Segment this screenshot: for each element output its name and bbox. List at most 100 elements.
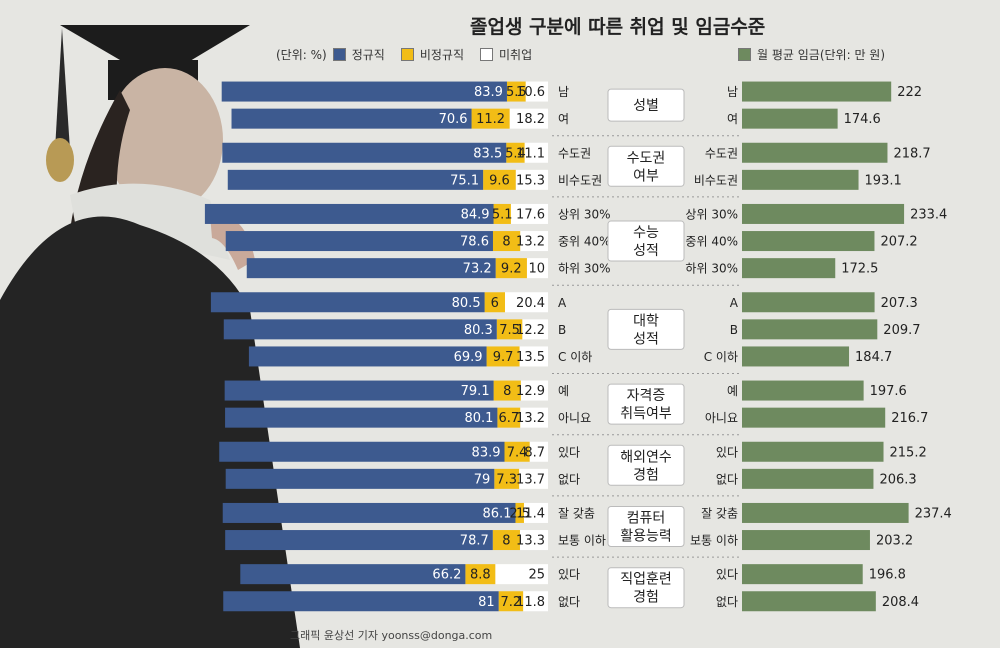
label-wage: 174.6: [844, 112, 881, 127]
label-irregular: 2.5: [509, 506, 530, 521]
legend-label-wage: 월 평균 임금(단위: 만 원): [757, 48, 886, 62]
label-wage: 222: [897, 85, 922, 100]
row-label-right: 하위 30%: [685, 262, 738, 276]
bar-unemployed: [519, 530, 548, 551]
bar-wage: [742, 346, 850, 367]
bar-regular: [221, 81, 507, 102]
label-irregular: 9.6: [489, 173, 510, 188]
row-label-left: A: [558, 296, 567, 310]
label-wage: 208.4: [882, 595, 919, 610]
row-label-right: 아니요: [705, 411, 738, 425]
bar-unemployed: [509, 108, 548, 129]
row-label-left: 예: [558, 384, 569, 398]
row-label-right: 상위 30%: [685, 207, 738, 221]
bar-regular: [222, 142, 507, 163]
bar-unemployed: [522, 319, 548, 340]
legend-swatch-irregular: [400, 48, 414, 61]
label-unemployed: 10.6: [516, 85, 545, 100]
label-unemployed: 25: [528, 568, 545, 583]
label-regular: 66.2: [432, 568, 461, 583]
legend-swatch-unemployed: [480, 48, 494, 61]
row-label-right: B: [730, 323, 738, 337]
bar-regular: [204, 203, 494, 224]
group-label: 경험: [633, 467, 659, 483]
bar-regular: [225, 407, 498, 428]
bar-wage: [742, 380, 864, 401]
bar-irregular: [504, 441, 530, 462]
bar-unemployed: [525, 81, 548, 102]
label-wage: 196.8: [869, 568, 906, 583]
bar-wage: [742, 258, 836, 279]
row-label-left: 하위 30%: [558, 262, 611, 276]
bar-irregular: [497, 407, 521, 428]
row-label-right: 비수도권: [694, 173, 738, 187]
group-label: 여부: [633, 168, 659, 184]
label-regular: 78.7: [460, 534, 489, 549]
label-wage: 193.1: [865, 173, 902, 188]
label-unemployed: 15.3: [516, 173, 545, 188]
label-unemployed: 13.3: [516, 534, 545, 549]
bar-regular: [225, 468, 495, 489]
bar-unemployed: [520, 231, 548, 252]
group-label: 수도권: [627, 150, 666, 166]
label-irregular: 9.7: [493, 350, 514, 365]
label-irregular: 8.8: [470, 568, 491, 583]
bar-regular: [240, 564, 466, 585]
label-irregular: 5.5: [506, 85, 527, 100]
bar-wage: [742, 169, 859, 190]
row-label-right: 잘 갖춤: [701, 506, 738, 520]
label-irregular: 7.2: [501, 595, 522, 610]
label-unemployed: 13.5: [516, 350, 545, 365]
bar-wage: [742, 407, 886, 428]
group-label: 대학: [633, 313, 659, 329]
group-box: [607, 88, 685, 122]
label-regular: 79: [474, 472, 491, 487]
group-label: 경험: [633, 590, 659, 606]
chart-title: 졸업생 구분에 따른 취업 및 임금수준: [470, 16, 766, 38]
bar-unemployed: [529, 441, 548, 462]
label-regular: 80.5: [452, 296, 481, 311]
bar-irregular: [486, 346, 520, 367]
group-box: [607, 506, 685, 547]
label-unemployed: 13.2: [516, 411, 545, 426]
bar-wage: [742, 231, 875, 252]
row-label-right: 있다: [716, 445, 738, 459]
row-label-left: 있다: [558, 568, 580, 582]
row-label-left: 상위 30%: [558, 207, 611, 221]
label-irregular: 8: [503, 384, 511, 399]
group-label: 수능: [633, 225, 659, 241]
group-label: 직업훈련: [620, 572, 672, 588]
group-label: 성별: [633, 98, 659, 114]
bar-unemployed: [519, 468, 548, 489]
legend-right: 월 평균 임금(단위: 만 원): [738, 46, 885, 63]
bar-wage: [742, 530, 870, 551]
row-label-right: 있다: [716, 568, 738, 582]
row-label-right: 여: [727, 112, 738, 126]
label-wage: 197.6: [870, 384, 907, 399]
row-label-left: C 이하: [558, 350, 592, 364]
label-wage: 215.2: [890, 445, 927, 460]
label-irregular: 6.7: [498, 411, 519, 426]
group-box: [607, 383, 685, 425]
bar-regular: [225, 231, 493, 252]
row-label-left: 여: [558, 112, 569, 126]
label-irregular: 7.3: [496, 472, 517, 487]
label-unemployed: 11.8: [516, 595, 545, 610]
group-label: 활용능력: [620, 529, 672, 545]
bar-irregular: [515, 502, 524, 523]
bar-irregular: [471, 108, 510, 129]
legend-label-unemployed: 미취업: [499, 48, 533, 62]
label-regular: 73.2: [463, 262, 492, 277]
row-label-right: 보통 이하: [690, 534, 738, 548]
bar-regular: [219, 441, 505, 462]
bar-unemployed: [515, 169, 548, 190]
row-label-left: 비수도권: [558, 173, 602, 187]
bar-unemployed: [524, 142, 548, 163]
bar-wage: [742, 292, 875, 313]
bar-wage: [742, 108, 838, 129]
bar-wage: [742, 319, 878, 340]
bar-regular: [224, 380, 494, 401]
row-label-left: B: [558, 323, 566, 337]
bar-regular: [248, 346, 487, 367]
